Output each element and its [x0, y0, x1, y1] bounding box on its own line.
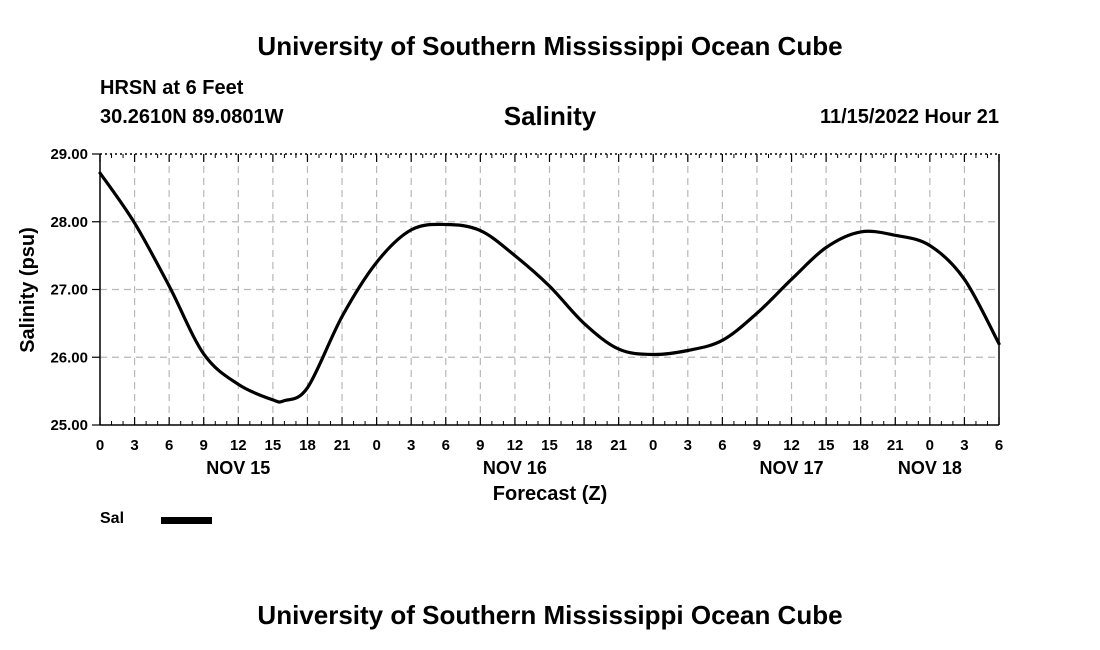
x-tick-label: 12: [507, 437, 524, 454]
x-tick-label: 0: [649, 437, 657, 454]
series-line-sal: [98, 171, 1001, 404]
x-day-label: NOV 17: [760, 458, 824, 478]
x-tick-label: 6: [165, 437, 173, 454]
salinity-chart: 0 3 6 9 12 15 18 21 0 3 6 9 12 15 18 21 0 3 6 9 12 15 18 21 0 3 6 2…: [17, 146, 1003, 505]
x-tick-label: 15: [541, 437, 558, 454]
x-tick-label: 18: [576, 437, 593, 454]
x-tick-label: 9: [476, 437, 484, 454]
page-title: University of Southern Mississippi Ocean…: [257, 31, 843, 61]
station-name: HRSN at 6 Feet: [100, 77, 244, 99]
x-tick-label: 12: [783, 437, 800, 454]
forecast-datetime: 11/15/2022 Hour 21: [819, 106, 999, 128]
x-tick-label: 12: [230, 437, 247, 454]
y-tick-label: 25.00: [50, 417, 88, 434]
x-tick-label: 21: [610, 437, 627, 454]
y-tick-label: 26.00: [50, 349, 88, 366]
footer-title: University of Southern Mississippi Ocean…: [257, 600, 843, 630]
chart-series: [98, 171, 1001, 404]
station-coordinates: 30.2610N 89.0801W: [100, 106, 284, 128]
x-tick-label: 15: [818, 437, 835, 454]
chart-grid: [100, 154, 999, 425]
x-tick-label: 6: [995, 437, 1003, 454]
chart-axes: 0 3 6 9 12 15 18 21 0 3 6 9 12 15 18 21 0 3 6 9 12 15 18 21 0 3 6 2…: [50, 146, 1003, 478]
x-tick-label: 21: [887, 437, 904, 454]
x-tick-label: 3: [130, 437, 138, 454]
legend-label: Sal: [100, 510, 125, 527]
x-axis-label: Forecast (Z): [493, 483, 607, 505]
x-tick-label: 21: [334, 437, 351, 454]
x-tick-label: 6: [442, 437, 450, 454]
x-tick-label: 0: [372, 437, 380, 454]
y-tick-label: 28.00: [50, 214, 88, 231]
y-tick-label: 27.00: [50, 282, 88, 299]
x-day-label: NOV 18: [898, 458, 962, 478]
x-day-label: NOV 16: [483, 458, 547, 478]
legend-swatch: [161, 517, 212, 524]
x-tick-label: 18: [852, 437, 869, 454]
x-tick-label: 18: [299, 437, 316, 454]
x-day-label: NOV 15: [206, 458, 270, 478]
x-tick-label: 9: [753, 437, 761, 454]
x-tick-label: 3: [684, 437, 692, 454]
x-tick-label: 15: [265, 437, 282, 454]
x-tick-label: 6: [718, 437, 726, 454]
y-axis-label: Salinity (psu): [17, 227, 39, 353]
x-tick-label: 3: [960, 437, 968, 454]
x-tick-label: 9: [200, 437, 208, 454]
x-tick-label: 3: [407, 437, 415, 454]
y-tick-label: 29.00: [50, 146, 88, 163]
x-tick-label: 0: [96, 437, 104, 454]
x-tick-label: 0: [926, 437, 934, 454]
chart-title: Salinity: [503, 101, 597, 131]
